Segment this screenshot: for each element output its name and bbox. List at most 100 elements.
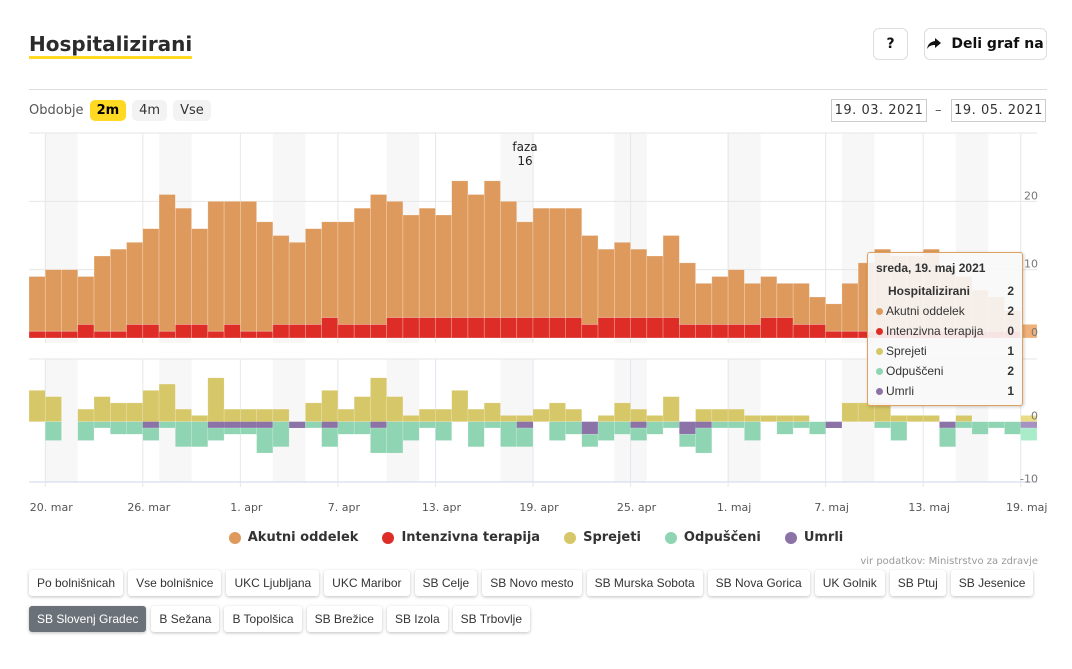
bar-sprejeti: [646, 415, 664, 422]
bar-sprejeti: [191, 415, 209, 422]
share-button[interactable]: Deli graf na: [924, 28, 1047, 60]
bar-akutni-oddelek: [630, 248, 648, 318]
bar-sprejeti: [662, 396, 680, 422]
x-tick-label: 7. apr: [328, 501, 361, 514]
hospital-button[interactable]: B Sežana: [151, 606, 220, 632]
bar-intenzivna-terapija: [679, 324, 696, 339]
hospital-button[interactable]: UKC Ljubljana: [226, 570, 320, 596]
date-to-input[interactable]: 19. 05. 2021: [951, 99, 1046, 122]
phase-annotation-label: faza: [512, 140, 537, 154]
bar-sprejeti: [109, 402, 127, 423]
period-option-all[interactable]: Vse: [173, 100, 211, 121]
legend-label: Odpuščeni: [683, 530, 761, 545]
hospital-button[interactable]: SB Novo mesto: [482, 570, 582, 596]
hospital-button[interactable]: SB Jesenice: [950, 570, 1034, 596]
hospital-button[interactable]: B Topolšica: [224, 606, 302, 632]
bar-umrli: [679, 421, 696, 435]
bar-odpusceni: [321, 427, 339, 448]
bar-intenzivna-terapija: [93, 330, 111, 339]
tooltip-total-label: Hospitalizirani: [888, 284, 971, 298]
bar-akutni-oddelek: [792, 283, 810, 325]
bar-odpusceni: [646, 421, 664, 435]
tooltip-label: Intenzivna terapija: [886, 324, 984, 338]
bar-intenzivna-terapija: [402, 317, 420, 339]
bar-sprejeti: [744, 415, 761, 422]
bar-sprejeti: [321, 390, 339, 423]
legend-label: Umrli: [803, 530, 844, 545]
bar-akutni-oddelek: [516, 221, 534, 318]
hospital-button[interactable]: UK Golnik: [814, 570, 885, 596]
hospital-button[interactable]: SB Nova Gorica: [707, 570, 810, 596]
legend-item-intenzivna[interactable]: Intenzivna terapija: [382, 530, 540, 545]
bar-akutni-oddelek: [841, 283, 859, 332]
bar-akutni-oddelek: [272, 235, 290, 325]
bar-akutni-oddelek: [370, 194, 387, 325]
bar-intenzivna-terapija: [435, 317, 453, 339]
legend-label: Sprejeti: [583, 530, 641, 545]
bar-umrli: [1020, 421, 1037, 428]
bar-intenzivna-terapija: [760, 317, 778, 339]
bar-sprejeti: [695, 408, 713, 423]
hospital-button[interactable]: SB Celje: [414, 570, 478, 596]
bar-akutni-oddelek: [109, 248, 127, 332]
legend-item-akutni[interactable]: Akutni oddelek: [228, 530, 358, 545]
x-tick-label: 19. maj: [1006, 501, 1048, 514]
tooltip-label: Odpuščeni: [886, 364, 944, 378]
bar-sprejeti: [256, 408, 274, 423]
bar-umrli: [939, 421, 956, 428]
hospital-button[interactable]: Po bolnišnicah: [29, 570, 124, 596]
bar-akutni-oddelek: [44, 269, 62, 332]
bar-sprejeti: [548, 402, 566, 423]
bar-sprejeti: [272, 408, 290, 423]
bar-odpusceni: [207, 427, 225, 441]
hospital-button[interactable]: Vse bolnišnice: [128, 570, 222, 596]
bar-akutni-oddelek: [744, 283, 761, 325]
hospital-button[interactable]: UKC Maribor: [324, 570, 410, 596]
bar-sprejeti: [93, 396, 111, 422]
date-from-input[interactable]: 19. 03. 2021: [831, 99, 927, 122]
bar-odpusceni: [597, 421, 615, 441]
bar-intenzivna-terapija: [370, 324, 387, 339]
tooltip-value: 2: [1007, 304, 1014, 318]
help-button[interactable]: ?: [873, 28, 908, 60]
tooltip-title: sreda, 19. maj 2021: [876, 261, 986, 275]
hospital-buttons-row-2: SB Slovenj Gradec B Sežana B Topolšica SB B…: [29, 606, 1059, 642]
bar-odpusceni: [679, 433, 696, 448]
hospital-button[interactable]: SB Slovenj Gradec: [29, 606, 147, 632]
bar-sprejeti: [337, 408, 355, 423]
bar-umrli: [256, 421, 273, 428]
bar-sprejeti: [158, 383, 176, 422]
bar-intenzivna-terapija: [158, 330, 176, 339]
period-option-4m[interactable]: 4m: [132, 100, 168, 121]
hospital-button[interactable]: SB Brežice: [306, 606, 382, 632]
bar-sprejeti: [175, 408, 192, 423]
hospital-button[interactable]: SB Trbovlje: [452, 606, 531, 632]
bar-sprejeti: [240, 408, 257, 423]
hospital-button[interactable]: SB Izola: [386, 606, 448, 632]
bar-odpusceni: [744, 421, 761, 441]
bar-akutni-oddelek: [288, 242, 306, 325]
bar-sprejeti: [305, 402, 322, 423]
bar-sprejeti: [483, 402, 501, 423]
share-label: Deli graf na: [951, 36, 1044, 52]
legend-item-sprejeti[interactable]: Sprejeti: [564, 530, 641, 545]
chart-legend: Akutni oddelek Intenzivna terapija Sprej…: [0, 530, 1072, 545]
bar-intenzivna-terapija: [272, 324, 290, 339]
tooltip-label: Umrli: [886, 384, 914, 398]
legend-item-umrli[interactable]: Umrli: [784, 530, 844, 545]
bar-intenzivna-terapija: [126, 324, 144, 339]
bar-odpusceni: [581, 433, 599, 448]
legend-item-odpusceni[interactable]: Odpuščeni: [664, 530, 761, 545]
bar-odpusceni: [955, 421, 973, 429]
x-tick-label: 13. maj: [908, 501, 950, 514]
bar-akutni-oddelek: [207, 201, 225, 332]
bar-sprejeti: [776, 415, 794, 422]
bar-intenzivna-terapija: [744, 324, 761, 339]
hospital-button[interactable]: SB Murska Sobota: [586, 570, 703, 596]
bar-odpusceni: [565, 421, 583, 435]
hospital-button[interactable]: SB Ptuj: [889, 570, 946, 596]
bar-akutni-oddelek: [565, 207, 583, 318]
period-option-2m[interactable]: 2m: [89, 100, 127, 121]
bar-odpusceni: [109, 421, 127, 435]
bar-akutni-oddelek: [77, 276, 95, 325]
